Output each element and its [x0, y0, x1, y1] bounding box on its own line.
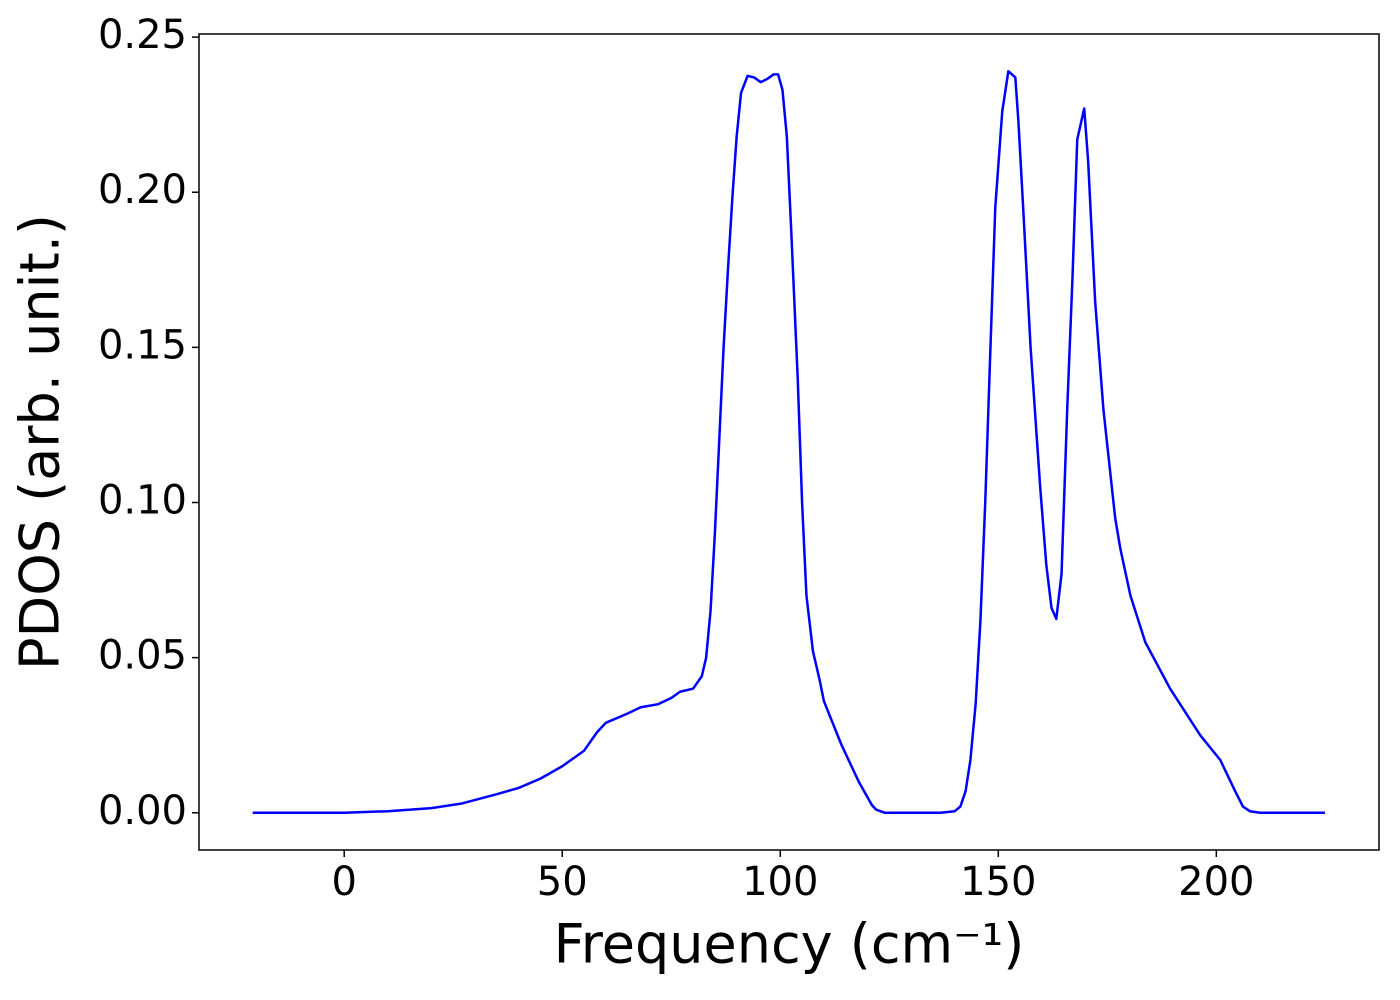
y-tick-label: 0.15	[98, 322, 187, 368]
y-tick-label: 0.05	[98, 633, 187, 679]
x-tick-label: 150	[960, 859, 1036, 905]
y-axis-label: PDOS (arb. unit.)	[9, 214, 72, 670]
x-tick-label: 100	[742, 859, 818, 905]
y-tick-label: 0.00	[98, 788, 187, 834]
plot-frame	[198, 33, 1380, 851]
x-tick-label: 0	[331, 859, 356, 905]
x-tick-label: 50	[537, 859, 588, 905]
y-tick-label: 0.10	[98, 478, 187, 524]
line	[252, 69, 1325, 815]
x-axis-label: Frequency (cm⁻¹)	[554, 913, 1025, 976]
y-tick-label: 0.20	[98, 167, 187, 213]
y-tick-label: 0.25	[98, 12, 187, 58]
x-tick-label: 200	[1178, 859, 1254, 905]
